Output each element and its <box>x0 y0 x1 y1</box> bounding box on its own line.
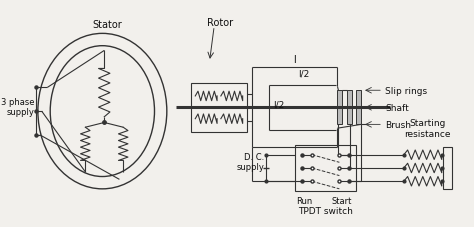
Text: Rotor: Rotor <box>207 18 233 28</box>
Bar <box>191 83 247 132</box>
Bar <box>347 91 352 125</box>
Bar <box>337 91 342 125</box>
Bar <box>443 148 452 189</box>
Text: Starting
resistance: Starting resistance <box>404 119 451 138</box>
Bar <box>356 91 361 125</box>
Text: l/2: l/2 <box>299 69 310 78</box>
Bar <box>295 146 356 191</box>
Text: l/2: l/2 <box>273 100 284 109</box>
Text: Shaft: Shaft <box>385 103 409 112</box>
Text: Slip rings: Slip rings <box>385 86 427 95</box>
Text: D. C.
supply: D. C. supply <box>237 152 264 171</box>
Text: Stator: Stator <box>92 20 122 30</box>
Text: l: l <box>293 54 296 64</box>
Text: 3 phase
supply: 3 phase supply <box>0 97 34 116</box>
Text: Brush: Brush <box>385 120 411 129</box>
Text: TPDT switch: TPDT switch <box>298 206 353 215</box>
Text: Run: Run <box>296 197 312 205</box>
Text: Start: Start <box>331 197 351 205</box>
